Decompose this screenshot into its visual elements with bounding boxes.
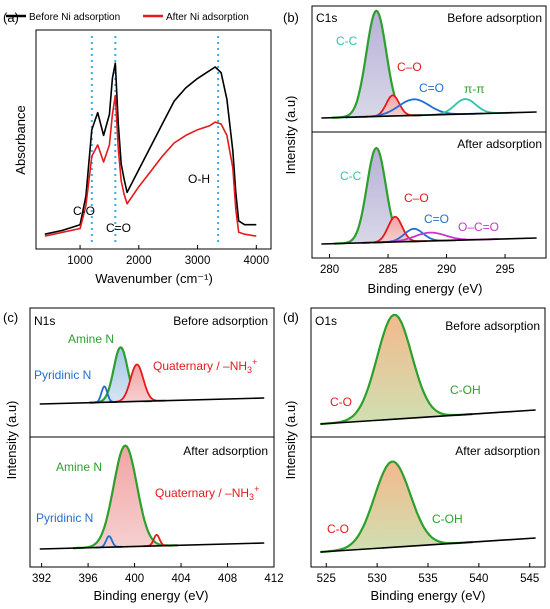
- label-b1-c-double-o: C=O: [419, 81, 444, 95]
- panel-label-c: (c): [3, 310, 18, 325]
- series-group-a: [44, 62, 257, 237]
- curves-b: [321, 9, 537, 245]
- label-c1-quaternary: Quaternary / –NH3+: [153, 357, 257, 375]
- c-tick-label-5: 412: [264, 573, 283, 585]
- label-b2-c-c: C-C: [340, 169, 362, 183]
- c0-peak-fill-1: [108, 364, 166, 403]
- panel-d: (d) O1s Before adsorption After adsorpti…: [283, 307, 546, 603]
- d-tick-label-4: 545: [520, 573, 539, 585]
- label-d1-c-oh: C-OH: [450, 383, 481, 397]
- label-d2-c-oh: C-OH: [432, 512, 463, 526]
- title-c1s: C1s: [316, 11, 337, 25]
- label-b2-o-c-double-o: O–C=O: [458, 220, 499, 234]
- label-d2-c-o: C-O: [327, 522, 349, 536]
- annotation-c-o: C-O: [73, 204, 95, 218]
- condition-c-before: Before adsorption: [173, 314, 268, 328]
- d0-baseline: [320, 409, 536, 425]
- c1-peak-fill-0: [73, 445, 178, 549]
- condition-d-before: Before adsorption: [445, 319, 540, 333]
- d-tick-label-2: 535: [418, 573, 437, 585]
- a-tick-label-3: 4000: [244, 255, 270, 267]
- x-axis-label-a: Wavenumber (cm⁻¹): [95, 271, 213, 286]
- label-b1-pi-pi: π-π: [464, 82, 485, 96]
- label-c1-amine: Amine N: [68, 332, 114, 346]
- d0-peak-0: [320, 313, 473, 426]
- label-c2-quaternary: Quaternary / –NH3+: [155, 484, 259, 502]
- d1-baseline: [320, 537, 536, 553]
- legend-label-after: After Ni adsorption: [166, 12, 249, 23]
- label-d1-c-o: C-O: [330, 395, 352, 409]
- label-c2-amine: Amine N: [56, 460, 102, 474]
- c0-baseline: [39, 397, 265, 405]
- curves-d: [320, 313, 536, 554]
- label-b1-c-o: C–O: [397, 60, 422, 74]
- marker-lines-a: [90, 36, 220, 246]
- legend-a: Before Ni adsorption After Ni adsorption: [6, 12, 249, 23]
- c-tick-label-1: 396: [79, 573, 98, 585]
- b0-peak-fill-0: [331, 10, 422, 118]
- label-b2-c-o: C–O: [404, 191, 429, 205]
- legend-label-before: Before Ni adsorption: [29, 12, 120, 23]
- series-line-before: [44, 62, 257, 235]
- b0-baseline: [321, 111, 537, 119]
- d-tick-label-0: 525: [317, 573, 336, 585]
- c-tick-label-3: 404: [171, 573, 191, 585]
- b1-peak-fill-1: [363, 216, 427, 243]
- condition-c-after: After adsorption: [183, 444, 268, 458]
- title-n1s: N1s: [34, 314, 55, 328]
- panel-label-a: (a): [3, 10, 19, 25]
- y-axis-label-a: Absorbance: [13, 105, 28, 174]
- b-tick-label-3: 295: [495, 264, 514, 276]
- panel-c: (c) N1s Before adsorption After adsorpti…: [3, 307, 284, 603]
- label-b1-c-c: C-C: [336, 34, 358, 48]
- label-b2-c-double-o: C=O: [424, 212, 449, 226]
- title-o1s: O1s: [315, 314, 337, 328]
- condition-d-after: After adsorption: [455, 444, 540, 458]
- panel-a: (a) Before Ni adsorption After Ni adsorp…: [3, 10, 272, 286]
- plot-frame-a: [35, 29, 272, 250]
- x-ticks-d: 525 530 535 540 545: [317, 563, 539, 585]
- b0-peak-fill-1: [363, 95, 422, 117]
- d0-peak-fill-0: [320, 314, 473, 424]
- c0-peak-fill-0: [89, 347, 152, 403]
- y-axis-label-c: Intensity (a.u): [4, 401, 19, 480]
- d-tick-label-1: 530: [368, 573, 387, 585]
- a-tick-label-2: 3000: [185, 255, 211, 267]
- label-c2-pyridinic: Pyridinic N: [36, 511, 93, 525]
- c-tick-label-2: 400: [125, 573, 144, 585]
- a-tick-label-1: 2000: [126, 255, 152, 267]
- c1-baseline: [39, 542, 265, 550]
- b-tick-label-1: 285: [378, 264, 397, 276]
- annotation-o-h: O-H: [188, 172, 210, 186]
- c-tick-label-0: 392: [32, 573, 51, 585]
- x-ticks-b: 280 285 290 295: [320, 254, 515, 276]
- b-tick-label-2: 290: [437, 264, 456, 276]
- panel-label-d: (d): [283, 310, 299, 325]
- y-axis-label-d: Intensity (a.u): [283, 401, 298, 480]
- panel-b: (b) C1s Before adsorption After adsorpti…: [283, 5, 547, 296]
- y-axis-label-b: Intensity (a.u): [283, 96, 298, 175]
- curves-c: [39, 346, 265, 550]
- panel-label-b: (b): [283, 10, 299, 25]
- x-ticks-a: 1000 2000 3000 4000: [67, 245, 269, 267]
- condition-b-before: Before adsorption: [447, 11, 542, 25]
- c1-peak-0: [73, 444, 178, 550]
- label-c1-pyridinic: Pyridinic N: [34, 368, 91, 382]
- x-axis-label-c: Binding energy (eV): [94, 588, 209, 603]
- b-tick-label-0: 280: [320, 264, 339, 276]
- d-tick-label-3: 540: [469, 573, 488, 585]
- b1-baseline: [321, 237, 537, 245]
- b1-peak-fill-0: [334, 148, 419, 244]
- annotation-c-double-o: C=O: [106, 221, 131, 235]
- series-line-after: [44, 94, 257, 237]
- x-axis-label-b: Binding energy (eV): [368, 281, 483, 296]
- a-tick-label-0: 1000: [67, 255, 93, 267]
- d1-peak-fill-0: [320, 461, 473, 552]
- x-axis-label-d: Binding energy (eV): [371, 588, 486, 603]
- condition-b-after: After adsorption: [457, 137, 542, 151]
- x-ticks-c: 392 396 400 404 408 412: [32, 563, 284, 585]
- c-tick-label-4: 408: [218, 573, 237, 585]
